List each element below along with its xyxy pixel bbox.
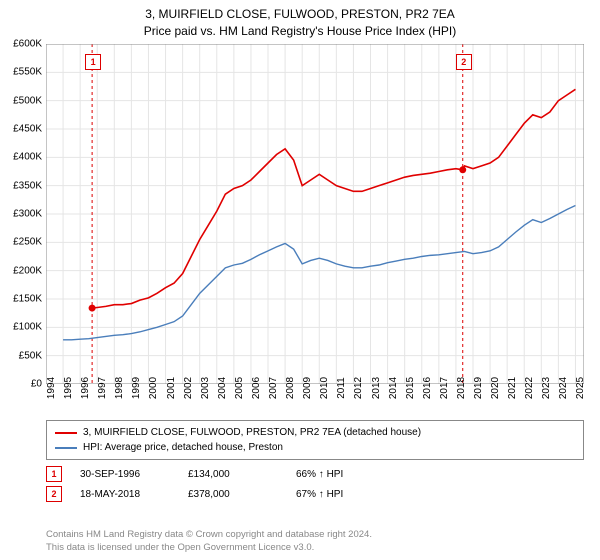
x-tick-label: 2017 bbox=[439, 377, 450, 399]
x-tick-label: 2015 bbox=[405, 377, 416, 399]
x-tick-label: 2021 bbox=[507, 377, 518, 399]
chart-container: 3, MUIRFIELD CLOSE, FULWOOD, PRESTON, PR… bbox=[0, 0, 600, 560]
y-tick-label: £400K bbox=[2, 152, 42, 163]
x-tick-label: 2014 bbox=[388, 377, 399, 399]
legend-label: 3, MUIRFIELD CLOSE, FULWOOD, PRESTON, PR… bbox=[83, 425, 421, 440]
sale-marker-dot bbox=[459, 166, 466, 173]
x-tick-label: 2013 bbox=[371, 377, 382, 399]
y-tick-label: £150K bbox=[2, 294, 42, 305]
sale-marker-dot bbox=[89, 305, 96, 312]
sale-marker-box: 1 bbox=[46, 466, 62, 482]
y-tick-label: £500K bbox=[2, 95, 42, 106]
plot-svg bbox=[46, 44, 584, 384]
x-tick-label: 2000 bbox=[148, 377, 159, 399]
sale-dots bbox=[89, 166, 467, 311]
x-tick-label: 2019 bbox=[473, 377, 484, 399]
sale-date: 30-SEP-1996 bbox=[80, 469, 170, 480]
sale-price: £134,000 bbox=[188, 469, 278, 480]
grid bbox=[46, 44, 584, 384]
y-tick-label: £250K bbox=[2, 237, 42, 248]
license-text: Contains HM Land Registry data © Crown c… bbox=[46, 529, 372, 554]
title-line-1: 3, MUIRFIELD CLOSE, FULWOOD, PRESTON, PR… bbox=[0, 6, 600, 23]
series-price_paid bbox=[92, 89, 575, 308]
x-tick-label: 2004 bbox=[217, 377, 228, 399]
x-tick-label: 1999 bbox=[131, 377, 142, 399]
x-tick-label: 2010 bbox=[319, 377, 330, 399]
x-tick-label: 2001 bbox=[166, 377, 177, 399]
x-tick-label: 2022 bbox=[524, 377, 535, 399]
y-tick-label: £50K bbox=[2, 350, 42, 361]
license-line-2: This data is licensed under the Open Gov… bbox=[46, 542, 372, 554]
x-tick-label: 1997 bbox=[97, 377, 108, 399]
sale-price: £378,000 bbox=[188, 489, 278, 500]
license-line-1: Contains HM Land Registry data © Crown c… bbox=[46, 529, 372, 541]
x-tick-label: 2018 bbox=[456, 377, 467, 399]
title-block: 3, MUIRFIELD CLOSE, FULWOOD, PRESTON, PR… bbox=[0, 0, 600, 40]
chart-area: £0£50K£100K£150K£200K£250K£300K£350K£400… bbox=[46, 44, 584, 384]
x-tick-label: 2025 bbox=[575, 377, 586, 399]
x-tick-label: 2008 bbox=[285, 377, 296, 399]
sale-marker-box: 2 bbox=[46, 486, 62, 502]
x-tick-label: 2009 bbox=[302, 377, 313, 399]
x-tick-label: 2003 bbox=[200, 377, 211, 399]
x-tick-label: 1994 bbox=[46, 377, 57, 399]
x-tick-label: 2011 bbox=[336, 377, 347, 399]
y-tick-label: £100K bbox=[2, 322, 42, 333]
y-tick-label: £200K bbox=[2, 265, 42, 276]
sale-date: 18-MAY-2018 bbox=[80, 489, 170, 500]
x-tick-label: 2023 bbox=[541, 377, 552, 399]
sale-delta: 66% ↑ HPI bbox=[296, 469, 386, 480]
x-tick-label: 1996 bbox=[80, 377, 91, 399]
chart-marker-2: 2 bbox=[456, 54, 472, 70]
title-line-2: Price paid vs. HM Land Registry's House … bbox=[0, 23, 600, 40]
y-tick-label: £0 bbox=[2, 379, 42, 390]
sale-delta: 67% ↑ HPI bbox=[296, 489, 386, 500]
x-tick-label: 2002 bbox=[183, 377, 194, 399]
y-tick-label: £600K bbox=[2, 39, 42, 50]
legend-swatch bbox=[55, 447, 77, 449]
x-tick-label: 2016 bbox=[422, 377, 433, 399]
x-tick-label: 2005 bbox=[234, 377, 245, 399]
sales-table: 1 30-SEP-1996 £134,000 66% ↑ HPI 2 18-MAY-201… bbox=[46, 462, 584, 506]
y-tick-label: £450K bbox=[2, 124, 42, 135]
legend: 3, MUIRFIELD CLOSE, FULWOOD, PRESTON, PR… bbox=[46, 420, 584, 460]
x-tick-label: 2006 bbox=[251, 377, 262, 399]
chart-marker-1: 1 bbox=[85, 54, 101, 70]
y-tick-label: £550K bbox=[2, 67, 42, 78]
legend-row: 3, MUIRFIELD CLOSE, FULWOOD, PRESTON, PR… bbox=[55, 425, 575, 440]
legend-row: HPI: Average price, detached house, Pres… bbox=[55, 440, 575, 455]
x-tick-label: 1995 bbox=[63, 377, 74, 399]
x-tick-label: 2024 bbox=[558, 377, 569, 399]
x-tick-label: 1998 bbox=[114, 377, 125, 399]
legend-swatch bbox=[55, 432, 77, 434]
y-tick-label: £300K bbox=[2, 209, 42, 220]
sale-row: 2 18-MAY-2018 £378,000 67% ↑ HPI bbox=[46, 486, 584, 502]
legend-label: HPI: Average price, detached house, Pres… bbox=[83, 440, 283, 455]
x-tick-label: 2020 bbox=[490, 377, 501, 399]
x-tick-label: 2007 bbox=[268, 377, 279, 399]
sale-row: 1 30-SEP-1996 £134,000 66% ↑ HPI bbox=[46, 466, 584, 482]
y-tick-label: £350K bbox=[2, 180, 42, 191]
x-tick-label: 2012 bbox=[353, 377, 364, 399]
